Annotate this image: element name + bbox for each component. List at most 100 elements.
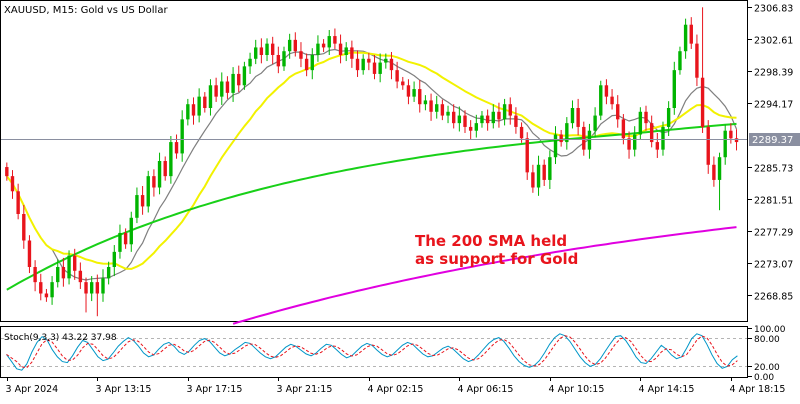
bear-candle [294, 40, 297, 51]
bull-candle [147, 176, 150, 206]
bull-candle [718, 157, 721, 180]
bear-candle [356, 59, 359, 70]
bull-candle [593, 116, 596, 131]
bull-candle [101, 278, 104, 293]
bull-candle [288, 40, 291, 51]
bull-candle [243, 66, 246, 85]
bull-candle [724, 131, 727, 158]
bull-candle [458, 116, 461, 124]
bull-candle [130, 218, 133, 245]
bear-candle [526, 138, 529, 172]
bull-candle [480, 116, 483, 124]
bull-candle [588, 131, 591, 150]
bull-candle [118, 233, 121, 252]
bear-candle [152, 176, 155, 187]
bull-candle [50, 282, 53, 297]
time-tick-label: 4 Apr 18:15 [730, 384, 786, 395]
bear-candle [514, 116, 517, 127]
time-tick-label: 3 Apr 2024 [6, 384, 59, 395]
bear-candle [350, 47, 353, 58]
bear-candle [395, 70, 398, 81]
bull-candle [282, 51, 285, 66]
bull-candle [492, 112, 495, 123]
bull-candle [316, 44, 319, 55]
bear-candle [305, 59, 308, 70]
bear-candle [39, 282, 42, 293]
stoch-tick-label: 0.00 [754, 373, 774, 383]
stoch-tick-label: 100.00 [754, 325, 786, 335]
bear-candle [401, 82, 404, 86]
bear-candle [214, 85, 217, 96]
bear-candle [469, 127, 472, 131]
bear-candle [299, 51, 302, 59]
bear-candle [271, 44, 274, 55]
bull-candle [446, 112, 449, 116]
bear-candle [124, 233, 127, 244]
bull-candle [107, 267, 110, 278]
bull-candle [265, 44, 268, 55]
bear-candle [237, 74, 240, 85]
price-tick-label: 2298.39 [754, 68, 793, 79]
bear-candle [707, 127, 710, 165]
annotation-line-1: The 200 SMA held [415, 232, 567, 250]
bear-candle [203, 97, 206, 108]
bull-candle [197, 97, 200, 116]
bull-candle [135, 195, 138, 218]
bear-candle [16, 191, 19, 214]
bear-candle [11, 176, 14, 191]
bull-candle [90, 282, 93, 293]
bear-candle [690, 25, 693, 44]
bull-candle [503, 104, 506, 119]
bull-candle [599, 85, 602, 115]
bear-candle [429, 100, 432, 111]
bear-candle [559, 135, 562, 143]
bull-candle [667, 108, 670, 127]
bear-candle [610, 97, 613, 105]
bear-candle [441, 104, 444, 115]
bear-candle [497, 112, 500, 120]
bear-candle [28, 241, 31, 268]
bear-candle [452, 112, 455, 123]
price-tick-label: 2273.07 [754, 260, 793, 271]
bear-candle [418, 89, 421, 104]
time-tick-label: 3 Apr 13:15 [96, 384, 152, 395]
bear-candle [45, 294, 48, 298]
bear-candle [644, 112, 647, 123]
bull-candle [639, 112, 642, 135]
price-tick-label: 2302.61 [754, 36, 793, 47]
bull-candle [378, 63, 381, 74]
bull-candle [345, 47, 348, 55]
bear-candle [33, 267, 36, 282]
bear-candle [729, 131, 732, 139]
bear-candle [79, 271, 82, 282]
bear-candle [735, 138, 738, 142]
bear-candle [373, 63, 376, 74]
time-tick-label: 3 Apr 21:15 [277, 384, 333, 395]
bear-candle [390, 59, 393, 70]
bear-candle [260, 47, 263, 55]
annotation-line-2: as support for Gold [415, 250, 578, 268]
bull-candle [673, 70, 676, 108]
time-tick-label: 4 Apr 10:15 [549, 384, 605, 395]
bull-candle [361, 59, 364, 70]
bull-candle [231, 74, 234, 93]
bull-candle [435, 104, 438, 112]
bear-candle [582, 127, 585, 150]
bear-candle [712, 165, 715, 180]
bear-candle [509, 104, 512, 115]
bear-candle [531, 172, 534, 187]
bear-candle [616, 104, 619, 119]
bear-candle [333, 36, 336, 44]
bear-candle [542, 165, 545, 180]
bear-candle [605, 85, 608, 96]
bull-candle [412, 89, 415, 97]
price-tick-label: 2285.73 [754, 164, 793, 175]
bull-candle [158, 161, 161, 188]
bear-candle [622, 119, 625, 138]
bull-candle [661, 127, 664, 150]
time-tick-label: 3 Apr 17:15 [187, 384, 243, 395]
bull-candle [113, 252, 116, 267]
bull-candle [180, 119, 183, 153]
